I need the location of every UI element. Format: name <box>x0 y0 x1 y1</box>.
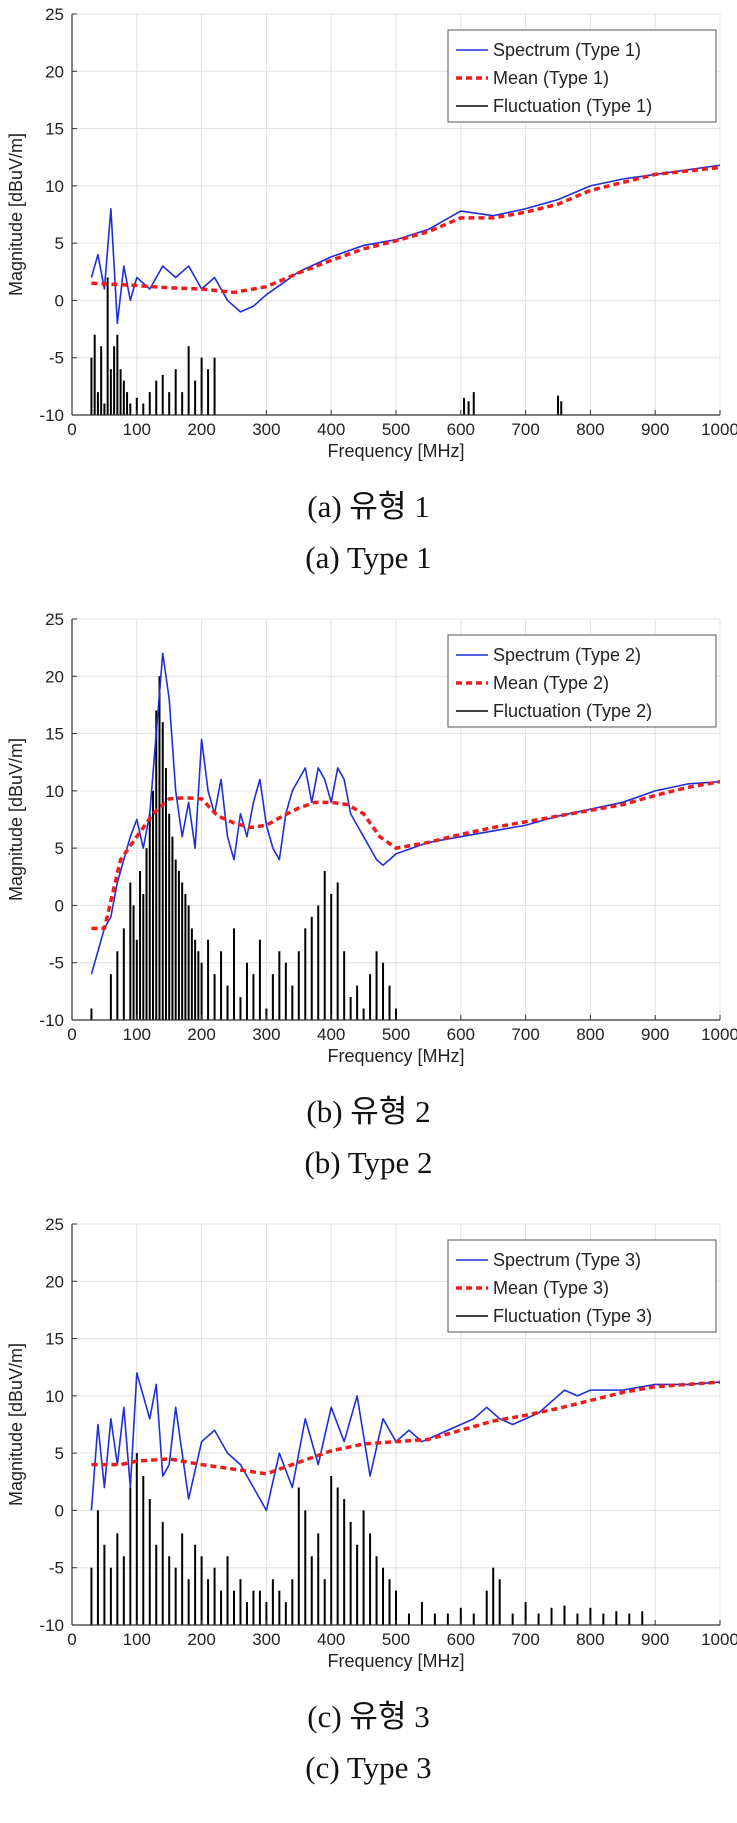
y-tick-label: -5 <box>49 1559 64 1578</box>
x-tick-label: 200 <box>187 1630 215 1649</box>
legend-label: Spectrum (Type 1) <box>493 40 641 60</box>
spectrum-line <box>90 652 720 975</box>
legend-box <box>447 634 717 728</box>
y-tick-label: 15 <box>45 725 64 744</box>
legend-label: Mean (Type 3) <box>493 1278 609 1298</box>
y-tick-label: 25 <box>45 610 64 629</box>
legend-label: Fluctuation (Type 1) <box>493 96 652 116</box>
plot-series-group <box>90 1372 720 1625</box>
legend-label: Fluctuation (Type 3) <box>493 1306 652 1326</box>
x-tick-label: 400 <box>317 420 345 439</box>
caption-korean-a: (a) 유형 1 <box>307 489 430 524</box>
legend-label: Mean (Type 2) <box>493 673 609 693</box>
plot-series-group <box>90 652 720 1020</box>
x-tick-label: 100 <box>123 420 151 439</box>
x-tick-label: 500 <box>382 1025 410 1044</box>
y-tick-label: 20 <box>45 62 64 81</box>
x-tick-label: 900 <box>641 1025 669 1044</box>
x-tick-label: 500 <box>382 1630 410 1649</box>
x-tick-label: 1000 <box>701 1025 737 1044</box>
figure-panel-a: 0 100 200 300 400 500 600 700 800 900 1000 -10 -5 0 5 1… <box>0 0 737 600</box>
y-tick-label: 10 <box>45 177 64 196</box>
legend-label: Fluctuation (Type 2) <box>493 701 652 721</box>
caption-english-c: (c) Type 3 <box>305 1750 432 1785</box>
y-axis-label: Magnitude [dBuV/m] <box>6 1343 26 1506</box>
x-tick-label: 300 <box>252 420 280 439</box>
figure-panel-b: 0 100 200 300 400 500 600 700 800 900 1000 -10 -5 0 5 1… <box>0 605 737 1205</box>
y-tick-label: -5 <box>49 954 64 973</box>
figure-panel-c: 0 100 200 300 400 500 600 700 800 900 1000 -10 -5 0 5 1… <box>0 1210 737 1810</box>
x-tick-label: 0 <box>67 1630 76 1649</box>
y-tick-label: 0 <box>55 291 64 310</box>
y-tick-label: 15 <box>45 120 64 139</box>
y-tick-label: 20 <box>45 667 64 686</box>
y-tick-label: -5 <box>49 349 64 368</box>
x-tick-label: 700 <box>511 420 539 439</box>
y-tick-label: 25 <box>45 1215 64 1234</box>
legend-label: Mean (Type 1) <box>493 68 609 88</box>
mean-dashed-line <box>91 1380 720 1476</box>
plot-series-group <box>90 164 720 415</box>
x-tick-label: 900 <box>641 420 669 439</box>
x-tick-label: 100 <box>123 1025 151 1044</box>
mean-dashed-line <box>91 779 720 931</box>
x-tick-label: 1000 <box>701 1630 737 1649</box>
y-tick-label: -10 <box>39 406 64 425</box>
x-axis-label: Frequency [MHz] <box>327 1046 464 1066</box>
mean-dashed-line <box>91 165 720 295</box>
x-tick-label: 100 <box>123 1630 151 1649</box>
x-tick-label: 600 <box>447 420 475 439</box>
legend: Spectrum (Type 2) Mean (Type 2) Fluctuatio… <box>447 634 717 728</box>
x-tick-label: 900 <box>641 1630 669 1649</box>
y-tick-label: 15 <box>45 1330 64 1349</box>
chart-svg-b: 0 100 200 300 400 500 600 700 800 900 1000 -10 -5 0 5 1… <box>6 610 737 1066</box>
legend: Spectrum (Type 1) Mean (Type 1) Fluctuatio… <box>447 29 717 123</box>
y-tick-label: -10 <box>39 1616 64 1635</box>
x-axis-label: Frequency [MHz] <box>327 441 464 461</box>
y-axis-label: Magnitude [dBuV/m] <box>6 133 26 296</box>
x-tick-label: 300 <box>252 1025 280 1044</box>
x-tick-label: 400 <box>317 1630 345 1649</box>
y-tick-label: 20 <box>45 1272 64 1291</box>
x-axis-label: Frequency [MHz] <box>327 1651 464 1671</box>
y-tick-label: 5 <box>55 839 64 858</box>
x-tick-label: 800 <box>576 420 604 439</box>
legend-label: Spectrum (Type 3) <box>493 1250 641 1270</box>
y-tick-label: 0 <box>55 1501 64 1520</box>
y-tick-label: -10 <box>39 1011 64 1030</box>
x-tick-label: 600 <box>447 1630 475 1649</box>
chart-svg-a: 0 100 200 300 400 500 600 700 800 900 1000 -10 -5 0 5 1… <box>6 5 737 461</box>
legend-box <box>447 29 717 123</box>
x-tick-label: 200 <box>187 1025 215 1044</box>
y-axis-label: Magnitude [dBuV/m] <box>6 738 26 901</box>
caption-korean-b: (b) 유형 2 <box>306 1094 431 1129</box>
x-tick-label: 700 <box>511 1025 539 1044</box>
x-tick-label: 600 <box>447 1025 475 1044</box>
legend-box <box>447 1239 717 1333</box>
x-tick-label: 700 <box>511 1630 539 1649</box>
x-tick-label: 0 <box>67 420 76 439</box>
y-tick-label: 5 <box>55 234 64 253</box>
caption-korean-c: (c) 유형 3 <box>307 1699 430 1734</box>
y-tick-label: 25 <box>45 5 64 24</box>
x-tick-label: 300 <box>252 1630 280 1649</box>
legend-label: Spectrum (Type 2) <box>493 645 641 665</box>
y-tick-label: 10 <box>45 782 64 801</box>
x-tick-label: 200 <box>187 420 215 439</box>
chart-svg-c: 0 100 200 300 400 500 600 700 800 900 1000 -10 -5 0 5 1… <box>6 1215 737 1671</box>
x-tick-label: 500 <box>382 420 410 439</box>
x-tick-label: 0 <box>67 1025 76 1044</box>
caption-english-b: (b) Type 2 <box>304 1145 433 1180</box>
x-tick-label: 800 <box>576 1025 604 1044</box>
x-tick-label: 400 <box>317 1025 345 1044</box>
legend: Spectrum (Type 3) Mean (Type 3) Fluctuatio… <box>447 1239 717 1333</box>
caption-english-a: (a) Type 1 <box>305 540 432 575</box>
spectrum-line <box>90 164 720 325</box>
x-tick-label: 800 <box>576 1630 604 1649</box>
y-tick-label: 5 <box>55 1444 64 1463</box>
y-tick-label: 10 <box>45 1387 64 1406</box>
y-tick-label: 0 <box>55 896 64 915</box>
x-tick-label: 1000 <box>701 420 737 439</box>
